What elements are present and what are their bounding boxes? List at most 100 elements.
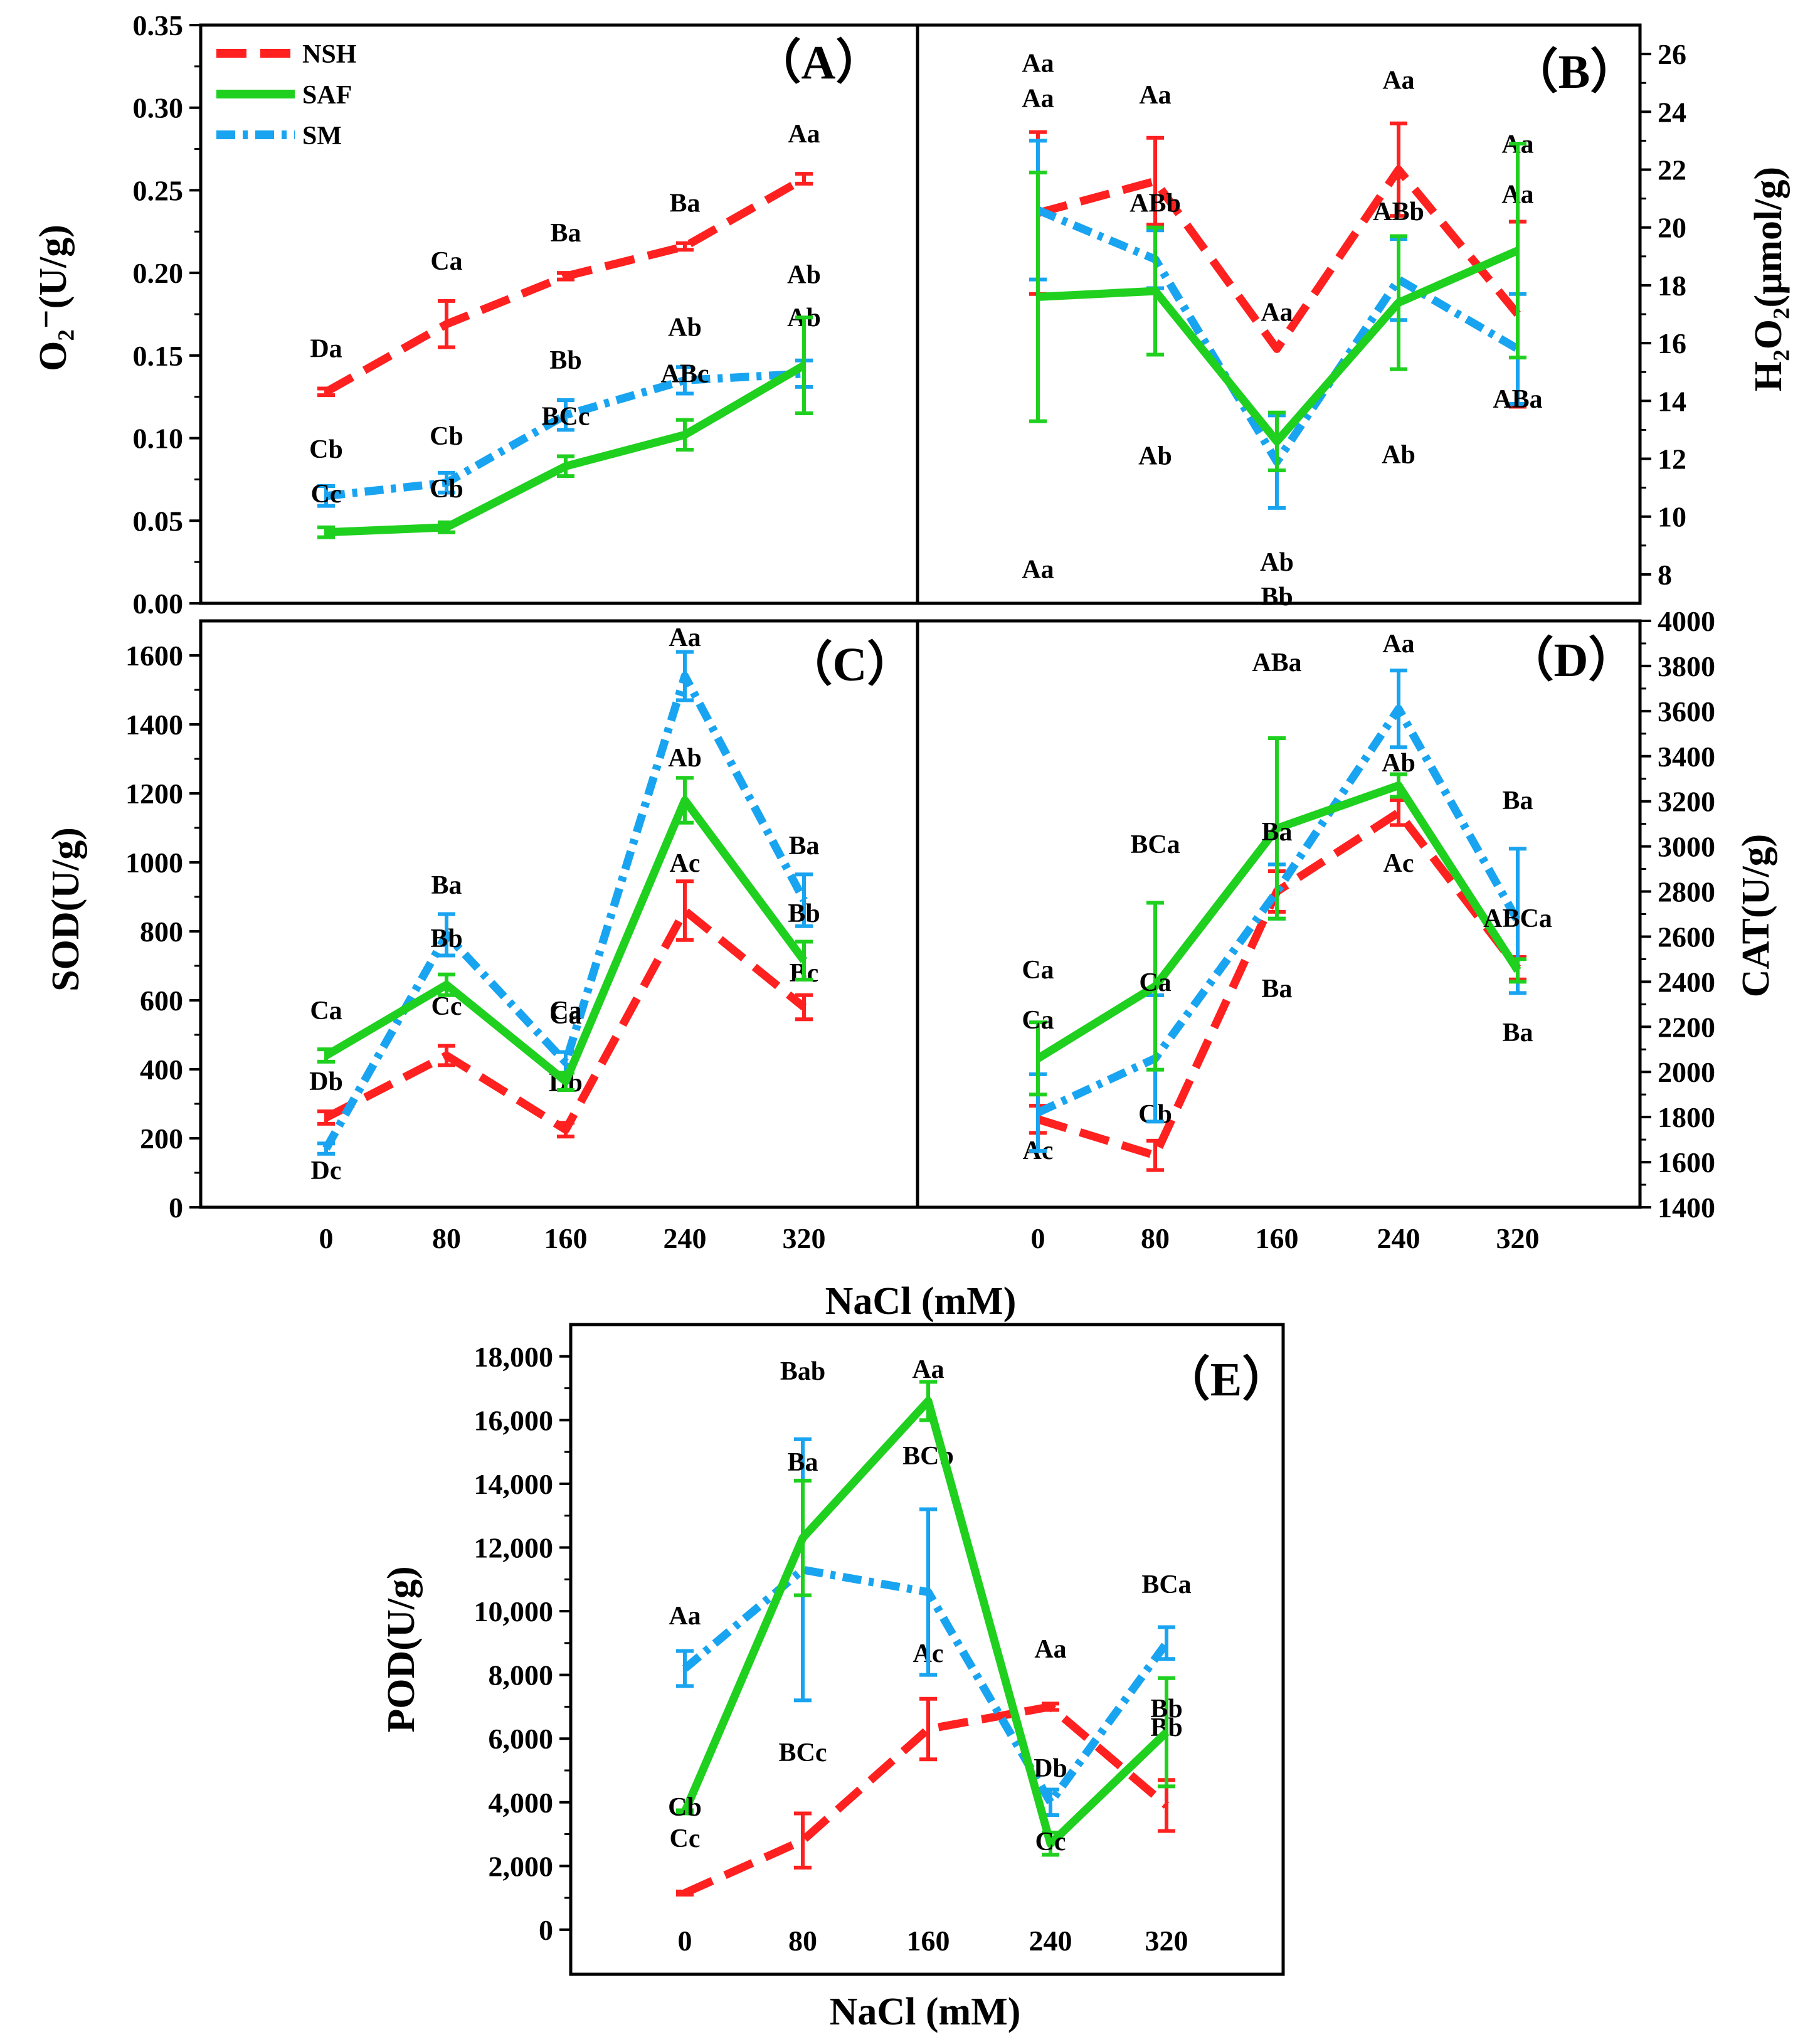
x-tick-label-e-4: 320 xyxy=(1145,1925,1188,1957)
y-tick-label-d-5: 2400 xyxy=(1658,966,1715,998)
sig-label-a-nsh-3: Ba xyxy=(669,189,700,218)
series-line-b-nsh xyxy=(1037,166,1521,353)
error-bar-a-nsh-1 xyxy=(438,299,455,349)
y-tick-label-b-4: 16 xyxy=(1658,327,1686,359)
sig-label-d-saf-2: Ba xyxy=(1261,818,1292,847)
y-tick-label-a-4: 0.20 xyxy=(133,257,184,289)
y-tick-label-e-5: 10,000 xyxy=(474,1595,554,1627)
y-tick-label-a-5: 0.25 xyxy=(133,174,184,206)
error-bar-c-sm-3 xyxy=(676,650,694,702)
x-tick-label-d-4: 320 xyxy=(1496,1222,1540,1254)
y-axis-title-d: CAT(U/g) xyxy=(1735,834,1777,998)
x-tick-label-e-0: 0 xyxy=(678,1925,692,1957)
sig-label-e-sm-1: Bab xyxy=(780,1357,825,1386)
sig-label-d-nsh-2: Ba xyxy=(1261,975,1292,1003)
sig-label-a-sm-3: Ab xyxy=(668,313,702,342)
y-tick-label-e-7: 14,000 xyxy=(474,1468,554,1500)
sig-label-d-sm-0: Ca xyxy=(1022,956,1054,985)
error-bar-b-saf-0 xyxy=(1029,171,1047,423)
y-tick-label-e-3: 6,000 xyxy=(489,1723,554,1755)
sig-label-c-nsh-0: Db xyxy=(309,1067,343,1096)
sig-label-d-sm-2: ABa xyxy=(1252,648,1301,677)
sig-label-a-saf-3: ABc xyxy=(661,360,709,389)
error-bar-b-saf-1 xyxy=(1146,225,1164,357)
error-bar-d-saf-1 xyxy=(1146,901,1164,1072)
sig-label-b-nsh-2: Aa xyxy=(1261,298,1293,327)
panel-e-frame xyxy=(569,1323,1285,1976)
y-tick-label-d-6: 2600 xyxy=(1658,921,1715,953)
error-bar-a-nsh-4 xyxy=(795,172,813,186)
error-bar-e-nsh-2 xyxy=(919,1696,937,1762)
y-tick-label-c-1: 200 xyxy=(140,1123,183,1155)
error-bar-e-saf-0 xyxy=(676,1808,694,1816)
sig-label-a-sm-0: Cb xyxy=(309,435,343,464)
x-tick-label-e-1: 80 xyxy=(788,1925,817,1957)
panel-tag-c: （C） xyxy=(785,638,915,691)
sig-label-e-sm-4: BCa xyxy=(1141,1570,1191,1599)
panel-tag-d: （D） xyxy=(1506,634,1636,687)
y-tick-label-a-1: 0.05 xyxy=(133,505,184,537)
error-bar-d-saf-4 xyxy=(1509,957,1526,984)
y-tick-label-e-2: 4,000 xyxy=(489,1787,554,1819)
sig-label-b-saf-3: Ab xyxy=(1382,441,1415,470)
sig-label-b-saf-0: Aa xyxy=(1022,556,1054,585)
y-tick-label-c-7: 1400 xyxy=(125,709,183,741)
error-bar-e-saf-3 xyxy=(1042,1831,1059,1857)
error-bar-d-nsh-1 xyxy=(1146,1138,1164,1172)
sig-label-a-nsh-1: Ca xyxy=(430,247,462,276)
sig-label-a-sm-2: Bb xyxy=(549,346,581,375)
axis-layer: 0.00 0.05 0.10 0.15 0.20 0.25 0.30 0.35 8 10 12 14 1… xyxy=(125,9,1715,1957)
y-tick-label-c-4: 800 xyxy=(140,916,183,948)
error-bar-c-sm-4 xyxy=(795,872,813,928)
error-bar-a-nsh-2 xyxy=(557,271,574,282)
y-axis-title-b: H₂O₂(μmol/g) xyxy=(1747,167,1790,391)
series-line-a-sm xyxy=(325,369,805,500)
x-tick-label-c-4: 320 xyxy=(783,1222,826,1254)
sig-label-d-saf-4: ABCa xyxy=(1483,904,1552,933)
sig-label-d-saf-0: Ca xyxy=(1022,1006,1054,1035)
sig-label-e-saf-4: Bb xyxy=(1150,1695,1182,1723)
error-bar-b-saf-3 xyxy=(1390,234,1407,371)
sig-label-d-saf-1: Ca xyxy=(1139,968,1171,997)
sig-label-d-sm-4: Ba xyxy=(1502,786,1533,815)
sig-label-c-saf-1: Bb xyxy=(430,924,462,953)
sig-label-b-sm-1: ABb xyxy=(1130,189,1181,218)
sig-label-b-sm-0: Aa xyxy=(1022,49,1054,78)
error-bar-c-saf-2 xyxy=(557,1071,574,1092)
y-tick-label-b-7: 22 xyxy=(1658,154,1686,186)
error-bar-d-saf-3 xyxy=(1390,772,1407,799)
x-tick-label-d-1: 80 xyxy=(1141,1222,1170,1254)
y-tick-label-c-8: 1600 xyxy=(125,640,183,672)
error-bar-e-nsh-3 xyxy=(1042,1701,1059,1712)
error-bar-c-saf-1 xyxy=(438,972,455,997)
y-tick-label-d-1: 1600 xyxy=(1658,1146,1715,1178)
y-tick-label-c-3: 600 xyxy=(140,985,183,1017)
x-tick-label-d-2: 160 xyxy=(1256,1222,1299,1254)
x-tick-label-c-1: 80 xyxy=(432,1222,461,1254)
error-bar-c-nsh-2 xyxy=(557,1121,574,1139)
sig-label-d-nsh-3: Ac xyxy=(1384,849,1414,878)
error-bar-e-saf-2 xyxy=(919,1380,937,1422)
y-tick-label-d-8: 3000 xyxy=(1658,831,1715,863)
sig-label-b-nsh-0: Aa xyxy=(1022,85,1054,114)
error-bar-a-saf-4 xyxy=(795,315,813,416)
sig-label-d-sm-3: Aa xyxy=(1382,630,1414,659)
sig-label-c-saf-3: Ab xyxy=(668,744,702,773)
y-tick-label-c-2: 400 xyxy=(140,1054,183,1086)
error-bar-a-saf-0 xyxy=(317,525,335,539)
error-bar-e-sm-4 xyxy=(1158,1625,1175,1661)
panel-tag-a: （A） xyxy=(754,36,884,89)
error-bar-e-saf-1 xyxy=(794,1478,812,1597)
x-axis-title-top: NaCl (mM) xyxy=(825,1280,1017,1323)
sig-label-e-nsh-1: BCc xyxy=(779,1738,827,1767)
error-bar-c-nsh-0 xyxy=(317,1109,335,1126)
y-tick-label-b-2: 12 xyxy=(1658,443,1686,475)
sig-label-b-sm-2: Bb xyxy=(1261,583,1293,611)
sig-label-e-sm-3: Db xyxy=(1034,1754,1067,1783)
x-tick-label-c-0: 0 xyxy=(319,1222,334,1254)
y-tick-label-e-4: 8,000 xyxy=(489,1659,554,1691)
x-tick-label-d-0: 0 xyxy=(1031,1222,1045,1254)
sig-label-c-sm-2: Ca xyxy=(549,1001,581,1030)
y-tick-label-e-6: 12,000 xyxy=(474,1532,554,1563)
